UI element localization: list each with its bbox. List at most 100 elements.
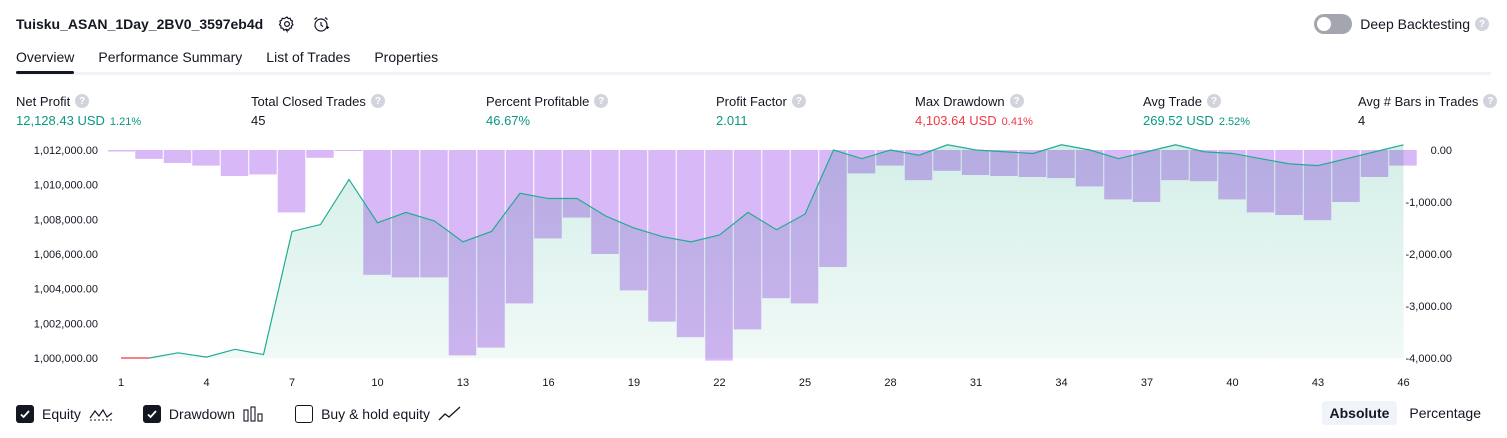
- strategy-alert-clock-icon[interactable]: [311, 14, 331, 34]
- equity-checkbox[interactable]: [16, 405, 34, 423]
- metric-percent: 0.41%: [1001, 116, 1033, 128]
- tab-performance-summary[interactable]: Performance Summary: [98, 49, 243, 65]
- equity-line-icon: [89, 406, 113, 422]
- metric-value: 12,128.43 USD: [16, 113, 105, 128]
- y-left-tick-label: 1,006,000.00: [34, 249, 98, 261]
- metric-label: Max Drawdown: [915, 93, 1005, 109]
- deep-backtesting: Deep Backtesting ?: [1314, 12, 1489, 36]
- drawdown-bar: [334, 150, 363, 152]
- metric-net-profit: Net Profit? 12,128.43 USD 1.21%: [16, 93, 142, 129]
- tab-divider: [16, 72, 1491, 75]
- drawdown-toggle[interactable]: Drawdown: [142, 405, 265, 423]
- y-left-tick-label: 1,000,000.00: [34, 353, 98, 365]
- settings-gear-icon[interactable]: [277, 14, 297, 34]
- drawdown-bar: [135, 150, 163, 159]
- deep-backtesting-toggle[interactable]: [1314, 14, 1353, 34]
- tab-bar: Overview Performance Summary List of Tra…: [16, 46, 462, 74]
- x-axis: 1 4 7 10 13 16 19 22 25 28 31 34 37 40 43 46: [118, 377, 1410, 389]
- x-tick-label: 7: [289, 377, 295, 389]
- help-icon[interactable]: ?: [370, 94, 385, 108]
- buyhold-toggle[interactable]: Buy & hold equity: [295, 405, 462, 423]
- drawdown-bar: [306, 150, 334, 158]
- x-tick-label: 10: [371, 377, 383, 389]
- metric-label: Percent Profitable: [486, 93, 590, 109]
- x-tick-label: 28: [884, 377, 896, 389]
- y-left-tick-label: 1,010,000.00: [34, 180, 98, 192]
- x-tick-label: 34: [1055, 377, 1067, 389]
- drawdown-bar: [220, 150, 249, 176]
- metric-max-drawdown: Max Drawdown? 4,103.64 USD 0.41%: [915, 93, 1033, 129]
- tab-list-of-trades[interactable]: List of Trades: [266, 49, 351, 65]
- scale-percentage-button[interactable]: Percentage: [1409, 405, 1481, 421]
- metric-total-closed-trades: Total Closed Trades? 45: [251, 93, 385, 128]
- metric-label: Profit Factor: [716, 93, 787, 109]
- y-right-tick-label: -1,000.00: [1406, 197, 1452, 209]
- metric-label: Avg Trade: [1143, 93, 1203, 109]
- metric-percent: 1.21%: [109, 116, 142, 128]
- metric-percent: 2.52%: [1218, 116, 1251, 128]
- x-tick-label: 37: [1141, 377, 1153, 389]
- equity-label: Equity: [42, 406, 81, 422]
- buyhold-line-icon: [438, 406, 462, 422]
- tab-properties[interactable]: Properties: [374, 49, 439, 65]
- metric-percent-profitable: Percent Profitable? 46.67%: [486, 93, 609, 128]
- y-right-tick-label: -4,000.00: [1406, 353, 1452, 365]
- metric-value: 2.011: [716, 113, 748, 128]
- metric-label: Total Closed Trades: [251, 93, 366, 109]
- equity-drawdown-chart[interactable]: 1,000,000.00 1,002,000.00 1,004,000.00 1,00…: [0, 140, 1507, 395]
- buyhold-label: Buy & hold equity: [321, 406, 431, 422]
- x-tick-label: 40: [1226, 377, 1238, 389]
- metric-avg-trade: Avg Trade? 269.52 USD 2.52%: [1143, 93, 1251, 129]
- equity-area: [121, 144, 1404, 359]
- metric-value: 4,103.64 USD: [915, 113, 997, 128]
- y-left-tick-label: 1,002,000.00: [34, 318, 98, 330]
- deep-backtesting-label: Deep Backtesting: [1360, 16, 1470, 32]
- y-left-tick-label: 1,004,000.00: [34, 284, 98, 296]
- drawdown-bar: [108, 150, 136, 152]
- help-icon[interactable]: ?: [75, 94, 90, 108]
- x-tick-label: 31: [970, 377, 982, 389]
- y-right-tick-label: 0.00: [1431, 145, 1452, 157]
- metric-avg-bars: Avg # Bars in Trades? 4: [1358, 93, 1498, 128]
- x-tick-label: 46: [1397, 377, 1409, 389]
- drawdown-bars-icon: [243, 406, 265, 422]
- x-tick-label: 19: [628, 377, 640, 389]
- x-tick-label: 1: [118, 377, 124, 389]
- y-axis-left: 1,000,000.00 1,002,000.00 1,004,000.00 1,00…: [34, 145, 98, 365]
- metric-value: 4: [1358, 113, 1366, 128]
- help-icon[interactable]: ?: [1207, 94, 1222, 108]
- help-icon[interactable]: ?: [1475, 17, 1489, 31]
- strategy-header: Tuisku_ASAN_1Day_2BV0_3597eb4d: [16, 12, 331, 36]
- equity-toggle[interactable]: Equity: [16, 405, 113, 423]
- metric-label: Net Profit: [16, 93, 71, 109]
- scale-absolute-button[interactable]: Absolute: [1321, 401, 1398, 425]
- y-left-tick-label: 1,008,000.00: [34, 214, 98, 226]
- x-tick-label: 16: [542, 377, 554, 389]
- buyhold-checkbox[interactable]: [295, 405, 314, 423]
- x-tick-label: 43: [1312, 377, 1324, 389]
- tab-overview[interactable]: Overview: [16, 46, 75, 74]
- help-icon[interactable]: ?: [1009, 94, 1024, 108]
- help-icon[interactable]: ?: [791, 94, 806, 108]
- y-axis-right: 0.00 -1,000.00 -2,000.00 -3,000.00 -4,000.00: [1406, 145, 1452, 365]
- metric-profit-factor: Profit Factor? 2.011: [716, 93, 806, 128]
- drawdown-bar: [163, 150, 192, 163]
- drawdown-bar: [249, 150, 277, 175]
- x-tick-label: 22: [713, 377, 725, 389]
- help-icon[interactable]: ?: [1483, 94, 1498, 108]
- drawdown-checkbox[interactable]: [142, 405, 161, 423]
- y-right-tick-label: -2,000.00: [1406, 249, 1452, 261]
- drawdown-label: Drawdown: [168, 406, 236, 422]
- help-icon[interactable]: ?: [594, 94, 609, 108]
- x-tick-label: 13: [457, 377, 469, 389]
- drawdown-bar: [277, 150, 306, 213]
- scale-switch: Absolute Percentage: [1318, 401, 1490, 425]
- x-tick-label: 4: [203, 377, 209, 389]
- y-left-tick-label: 1,012,000.00: [34, 145, 98, 157]
- y-right-tick-label: -3,000.00: [1406, 301, 1452, 313]
- equity-line: [149, 144, 1404, 359]
- strategy-title: Tuisku_ASAN_1Day_2BV0_3597eb4d: [16, 16, 264, 32]
- equity-fill: [121, 144, 1404, 358]
- chart-legend: Equity Drawdown Buy & hold equity: [16, 402, 492, 426]
- metric-value: 269.52 USD: [1143, 113, 1214, 128]
